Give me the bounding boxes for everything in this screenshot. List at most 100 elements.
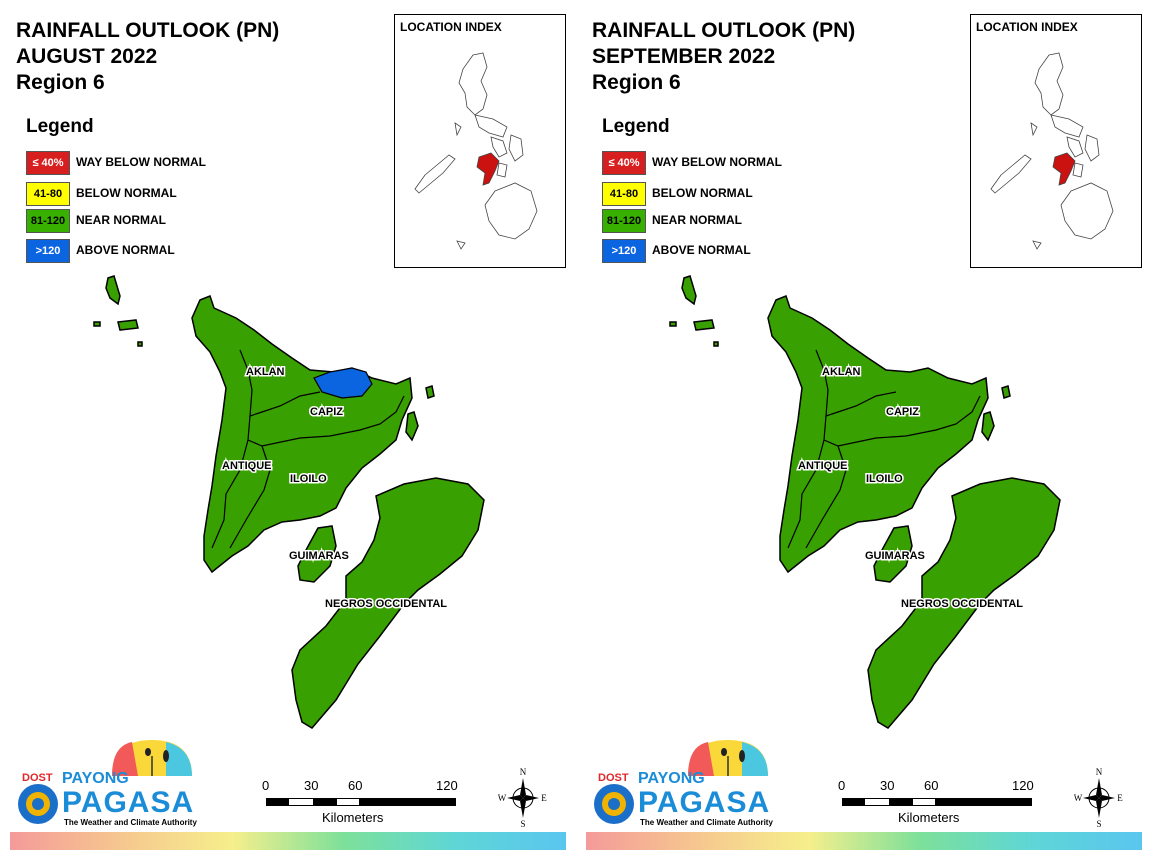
guimaras-island [297, 525, 337, 583]
small-island [1001, 385, 1011, 399]
scale-bar: 0 30 60 120 Kilometers [838, 778, 1038, 828]
small-island [425, 385, 435, 399]
map-title: RAINFALL OUTLOOK (PN) AUGUST 2022 Region… [16, 18, 279, 96]
label-guimaras: GUIMARAS [289, 550, 349, 562]
scale-tick-30: 30 [880, 778, 895, 793]
province-labels: AKLAN CAPIZ ANTIQUE ILOILO GUIMARAS NEGR… [797, 365, 1025, 612]
legend-label: BELOW NORMAL [652, 186, 753, 200]
legend-title: Legend [602, 116, 670, 137]
negros-occidental [291, 477, 485, 729]
footer-gradient-bar [586, 832, 1142, 850]
title-line-3: Region 6 [592, 71, 681, 94]
negros-occidental [867, 477, 1061, 729]
label-guimaras: GUIMARAS [865, 550, 925, 562]
philippines-inset-map [990, 52, 1114, 250]
scale-unit: Kilometers [898, 810, 960, 825]
small-island [681, 275, 697, 306]
scale-tick-60: 60 [348, 778, 363, 793]
label-capiz: CAPIZ [886, 406, 919, 418]
legend-swatch: 81-120 [26, 209, 70, 233]
above-normal-area-aklan-coast [313, 367, 373, 399]
map-landmasses [93, 275, 485, 729]
guimaras-island [873, 525, 913, 583]
logo-pagasa-text: PAGASA [638, 786, 771, 819]
scale-tick-120: 120 [436, 778, 458, 793]
compass-n: N [1096, 767, 1103, 777]
small-island [137, 341, 143, 347]
pagasa-logo: DOST PAYONG PAGASA The Weather and Clima… [16, 740, 197, 832]
label-aklan: AKLAN [822, 366, 861, 378]
title-line-1: RAINFALL OUTLOOK (PN) [16, 19, 280, 42]
legend-label: NEAR NORMAL [652, 213, 742, 227]
scale-tick-120: 120 [1012, 778, 1034, 793]
province-boundaries [787, 349, 981, 549]
location-index-title: LOCATION INDEX [400, 20, 502, 34]
compass-n: N [520, 767, 527, 777]
umbrella-icon [18, 740, 192, 824]
title-line-1: RAINFALL OUTLOOK (PN) [592, 19, 856, 42]
small-island [693, 319, 715, 331]
small-island [117, 319, 139, 331]
scale-unit: Kilometers [322, 810, 384, 825]
rainfall-outlook-panel-september: RAINFALL OUTLOOK (PN) SEPTEMBER 2022 Reg… [576, 0, 1152, 864]
label-aklan: AKLAN [246, 366, 285, 378]
pagasa-logo: DOST PAYONG PAGASA The Weather and Clima… [592, 740, 773, 832]
scale-tick-30: 30 [304, 778, 319, 793]
philippines-inset-map [414, 52, 538, 250]
logo-dost-text: DOST [22, 772, 53, 784]
region6-map: AKLAN CAPIZ ANTIQUE ILOILO GUIMARAS NEGR… [93, 275, 485, 729]
label-antique: ANTIQUE [798, 460, 848, 472]
legend-label: WAY BELOW NORMAL [76, 155, 207, 169]
location-index-inset: LOCATION INDEX [970, 14, 1142, 268]
legend-title: Legend [26, 116, 94, 137]
inset-palawan-shape [990, 154, 1032, 194]
title-line-2: AUGUST 2022 [16, 45, 158, 68]
label-negros-occidental: NEGROS OCCIDENTAL [901, 598, 1023, 610]
scale-bar: 0 30 60 120 Kilometers [262, 778, 462, 828]
logo-tagline: The Weather and Climate Authority [64, 818, 197, 827]
location-index-inset: LOCATION INDEX [394, 14, 566, 268]
legend-swatch: >120 [602, 239, 646, 263]
compass-rose-icon: N S W E [1074, 767, 1123, 828]
region6-map: AKLAN CAPIZ ANTIQUE ILOILO GUIMARAS NEGR… [669, 275, 1061, 729]
legend-swatch: 81-120 [602, 209, 646, 233]
scale-tick-0: 0 [262, 778, 270, 793]
inset-luzon-shape [1034, 52, 1064, 116]
small-island [93, 321, 101, 327]
title-line-2: SEPTEMBER 2022 [592, 45, 776, 68]
inset-luzon-shape [458, 52, 488, 116]
rainfall-outlook-panel-august: RAINFALL OUTLOOK (PN) AUGUST 2022 Region… [10, 14, 566, 850]
inset-region6-highlight [1052, 152, 1076, 186]
legend-label: BELOW NORMAL [76, 186, 177, 200]
label-antique: ANTIQUE [222, 460, 272, 472]
map-landmasses [669, 275, 1061, 729]
province-boundaries [211, 349, 405, 549]
logo-payong-text: PAYONG [638, 770, 705, 787]
logo-tagline: The Weather and Climate Authority [640, 818, 773, 827]
umbrella-icon [594, 740, 768, 824]
inset-mindanao-shape [1060, 182, 1114, 240]
footer-gradient-bar [10, 832, 566, 850]
label-iloilo: ILOILO [866, 473, 903, 485]
legend-swatch: 41-80 [26, 182, 70, 206]
scale-tick-0: 0 [838, 778, 846, 793]
inset-bicol-shape [1050, 114, 1084, 138]
scale-bar-graphic [266, 798, 456, 806]
scale-tick-60: 60 [924, 778, 939, 793]
title-line-3: Region 6 [16, 71, 105, 94]
legend-label: ABOVE NORMAL [76, 243, 175, 257]
small-island [669, 321, 677, 327]
compass-s: S [520, 819, 525, 828]
logo-payong-text: PAYONG [62, 770, 129, 787]
label-capiz: CAPIZ [310, 406, 343, 418]
panay-island [767, 295, 989, 574]
logo-pagasa-text: PAGASA [62, 786, 195, 819]
inset-region6-highlight [476, 152, 500, 186]
legend-swatch: >120 [26, 239, 70, 263]
legend-label: NEAR NORMAL [76, 213, 166, 227]
province-labels: AKLAN CAPIZ ANTIQUE ILOILO GUIMARAS NEGR… [221, 365, 449, 612]
panay-island [191, 295, 413, 574]
map-title: RAINFALL OUTLOOK (PN) SEPTEMBER 2022 Reg… [592, 18, 855, 96]
label-negros-occidental: NEGROS OCCIDENTAL [325, 598, 447, 610]
location-index-title: LOCATION INDEX [976, 20, 1078, 34]
